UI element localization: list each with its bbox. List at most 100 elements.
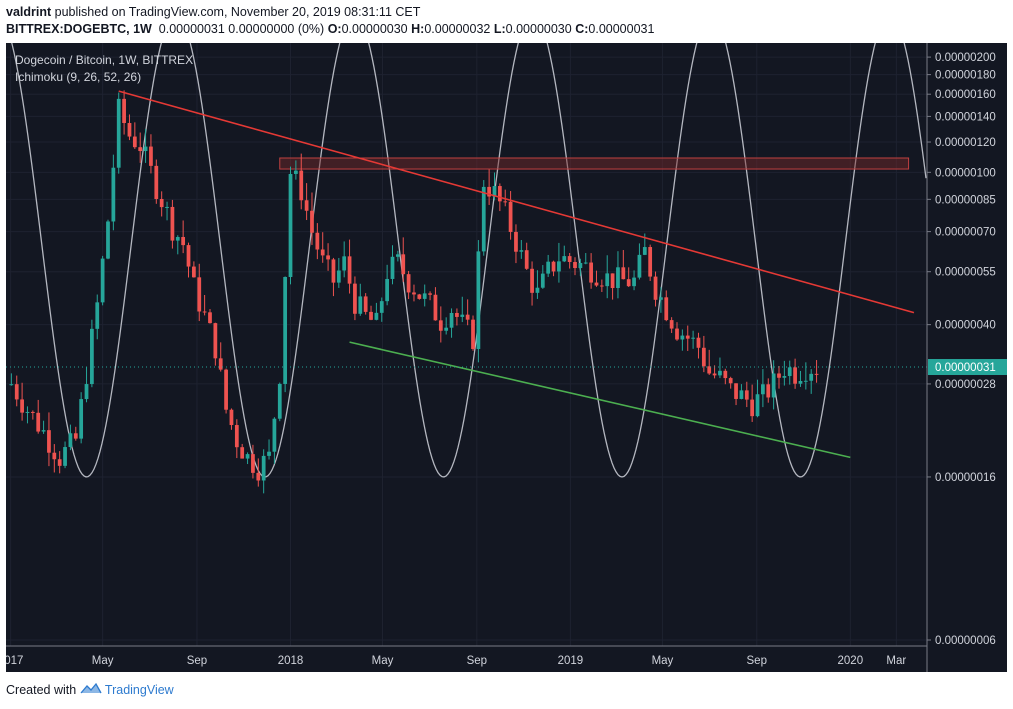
legend-indicator[interactable]: Ichimoku (9, 26, 52, 26)	[15, 70, 142, 84]
candle	[73, 426, 78, 441]
candle-body	[814, 373, 819, 375]
candle-body	[422, 293, 427, 299]
x-tick-label: 2019	[558, 655, 584, 667]
candle-body	[63, 447, 67, 466]
x-tick-label: May	[372, 655, 394, 667]
candle-body	[412, 292, 416, 295]
candle	[240, 443, 245, 459]
candle	[605, 255, 610, 299]
candle	[696, 332, 701, 359]
candle	[186, 242, 191, 278]
candle-body	[675, 328, 679, 340]
candle	[594, 270, 599, 287]
candle-body	[197, 277, 202, 312]
chart-area[interactable]: 0.00000200 0.00000180 0.00000160 0.00000140…	[6, 43, 1007, 672]
candle-body	[342, 256, 347, 271]
candle	[707, 349, 712, 375]
candle	[567, 253, 572, 269]
candle	[132, 122, 137, 149]
candle	[551, 260, 556, 277]
publish-line: valdrint published on TradingView.com, N…	[6, 4, 1006, 21]
y-tick-label: 0.00000006	[935, 635, 996, 647]
candle	[524, 242, 529, 270]
candle	[111, 154, 116, 231]
candle-body	[272, 418, 277, 452]
candle	[530, 261, 534, 306]
y-tick-label: 0.00000028	[935, 379, 996, 391]
candle	[471, 315, 475, 351]
high-label: H:	[411, 22, 425, 36]
author-name[interactable]: valdrint	[6, 5, 52, 19]
candle-body	[540, 273, 545, 288]
candle-body	[218, 358, 223, 370]
candle-body	[251, 454, 255, 473]
y-tick-label: 0.00000055	[935, 267, 996, 279]
candle-body	[385, 278, 390, 302]
candle	[14, 375, 19, 407]
candle	[546, 254, 551, 277]
candle-body	[750, 399, 755, 417]
close-value: 0.00000031	[588, 22, 655, 36]
candle	[47, 412, 51, 467]
price-chart[interactable]: 0.00000200 0.00000180 0.00000160 0.00000140…	[6, 43, 1007, 672]
footer: Created with TradingView	[6, 682, 174, 697]
candle-body	[310, 210, 314, 233]
candle-body	[261, 455, 266, 481]
candle-body	[809, 373, 814, 381]
candle	[347, 239, 352, 294]
candle	[803, 362, 808, 390]
candle	[197, 263, 202, 322]
ohlc-line: BITTREX:DOGEBTC, 1W 0.00000031 0.0000000…	[6, 21, 1006, 38]
candle	[379, 297, 384, 322]
candle-body	[293, 170, 298, 174]
candle	[669, 317, 674, 334]
candle-body	[395, 254, 400, 257]
candle-body	[267, 451, 271, 456]
candle-body	[557, 261, 561, 272]
candle-body	[68, 433, 73, 448]
candle-body	[401, 254, 406, 275]
candle-body	[202, 311, 207, 313]
candle-body	[240, 447, 245, 459]
candle-body	[277, 383, 282, 419]
candle	[267, 439, 271, 460]
candle-body	[696, 337, 701, 348]
candle	[481, 180, 486, 256]
candle	[224, 368, 228, 414]
candle	[557, 242, 561, 283]
candle	[637, 243, 642, 280]
candle-body	[761, 384, 765, 395]
candle	[143, 129, 148, 163]
candle	[288, 166, 293, 285]
candle-body	[79, 399, 84, 439]
candle-body	[181, 237, 186, 246]
candle-body	[9, 384, 14, 386]
y-tick-label: 0.00000040	[935, 320, 996, 332]
candle	[52, 444, 57, 473]
x-tick-label: May	[92, 655, 114, 667]
candle-body	[793, 367, 797, 384]
candle	[272, 417, 277, 464]
candle	[664, 290, 669, 322]
candle-body	[417, 294, 422, 299]
candle-body	[497, 186, 502, 202]
candle-body	[165, 206, 169, 208]
candle	[589, 253, 593, 289]
current-price-tag	[928, 359, 1007, 376]
candle	[750, 384, 755, 422]
candle-body	[438, 320, 443, 331]
candle-body	[175, 237, 180, 241]
candle	[20, 382, 24, 421]
candle-body	[433, 294, 438, 321]
candle	[369, 305, 373, 321]
candle	[68, 424, 73, 451]
y-tick-label: 0.00000016	[935, 472, 996, 484]
created-with-text: Created with	[6, 683, 77, 697]
candle-body	[626, 279, 631, 287]
candle	[412, 284, 416, 302]
candle-body	[567, 256, 572, 262]
x-tick-label: 2017	[6, 655, 23, 667]
candle-body	[224, 369, 228, 410]
y-tick-label: 0.00000200	[935, 52, 996, 64]
tradingview-brand[interactable]: TradingView	[104, 683, 174, 697]
